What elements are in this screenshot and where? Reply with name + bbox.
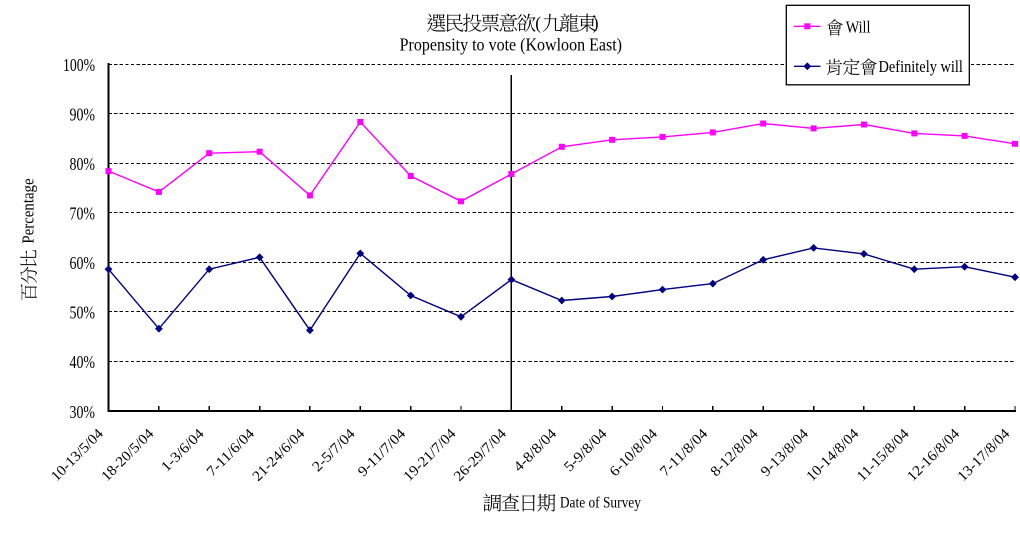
svg-text:Propensity to vote (Kowloon Ea: Propensity to vote (Kowloon East) [400, 35, 623, 55]
svg-text:): ) [593, 13, 599, 33]
svg-text:100%: 100% [63, 55, 95, 75]
svg-text:70%: 70% [70, 204, 96, 224]
svg-text:50%: 50% [70, 303, 96, 323]
svg-text:30%: 30% [70, 402, 96, 422]
svg-text:(: ( [535, 13, 541, 33]
svg-text:Date of Survey: Date of Survey [560, 493, 642, 512]
svg-text:Definitely will: Definitely will [879, 57, 964, 76]
svg-text:90%: 90% [70, 104, 96, 124]
svg-text:80%: 80% [70, 154, 96, 174]
svg-text:Will: Will [846, 18, 871, 37]
svg-text:Percentage: Percentage [18, 178, 37, 244]
svg-text:40%: 40% [70, 352, 96, 372]
svg-text:60%: 60% [70, 253, 96, 273]
